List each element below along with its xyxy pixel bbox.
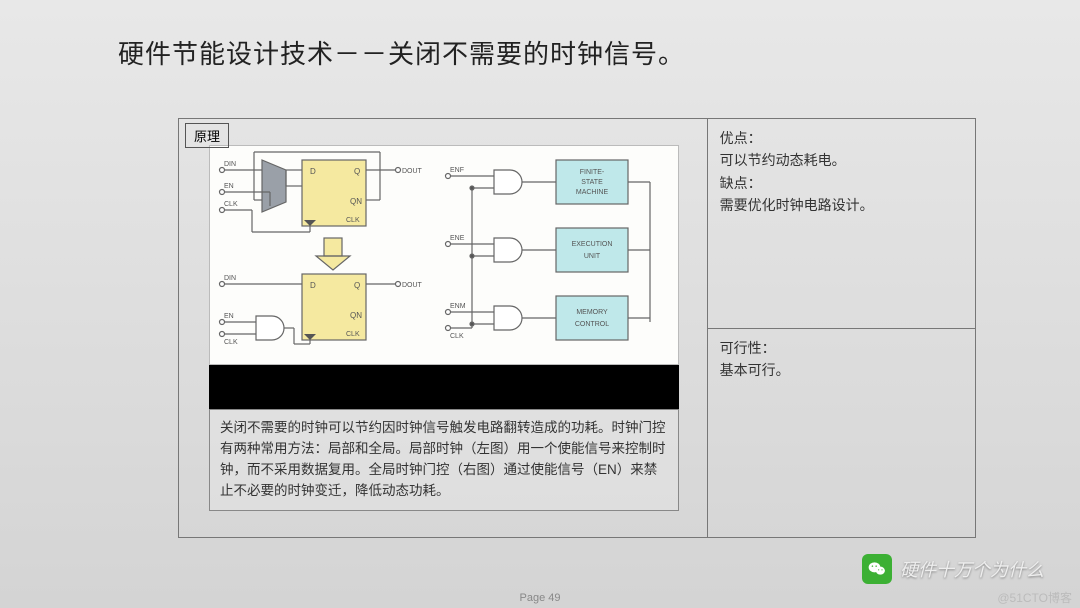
svg-text:CONTROL: CONTROL <box>575 321 609 328</box>
left-column: 原理 D Q QN CLK DIN EN <box>179 119 708 537</box>
svg-text:CLK: CLK <box>224 339 238 346</box>
svg-text:DOUT: DOUT <box>402 168 423 175</box>
cons-text: 需要优化时钟电路设计。 <box>720 194 963 216</box>
svg-text:ENE: ENE <box>450 235 465 242</box>
main-panel: 原理 D Q QN CLK DIN EN <box>178 118 976 538</box>
pros-cons-box: 优点： 可以节约动态耗电。 缺点： 需要优化时钟电路设计。 <box>708 119 975 329</box>
page-title: 硬件节能设计技术－－关闭不需要的时钟信号。 <box>118 34 685 71</box>
feasibility-label: 可行性： <box>720 337 963 359</box>
cons-label: 缺点： <box>720 172 963 194</box>
principle-tag: 原理 <box>185 123 229 148</box>
svg-text:MACHINE: MACHINE <box>576 189 609 196</box>
svg-text:EN: EN <box>224 313 234 320</box>
svg-text:UNIT: UNIT <box>584 253 601 260</box>
svg-text:CLK: CLK <box>450 333 464 340</box>
circuit-diagram: D Q QN CLK DIN EN CLK <box>209 145 679 365</box>
svg-text:MEMORY: MEMORY <box>576 309 608 316</box>
watermark-text: @51CTO博客 <box>997 589 1072 606</box>
svg-text:D: D <box>310 167 316 176</box>
schematic-svg: D Q QN CLK DIN EN CLK <box>210 146 680 366</box>
svg-text:DOUT: DOUT <box>402 282 423 289</box>
redaction-block <box>209 365 679 409</box>
svg-text:Q: Q <box>354 281 360 290</box>
svg-text:EXECUTION: EXECUTION <box>572 241 613 248</box>
svg-text:EN: EN <box>224 183 234 190</box>
brand-badge: 硬件十万个为什么 <box>862 554 1044 584</box>
svg-text:FINITE-: FINITE- <box>580 169 605 176</box>
svg-text:CLK: CLK <box>346 217 360 224</box>
svg-text:ENM: ENM <box>450 303 466 310</box>
brand-text: 硬件十万个为什么 <box>900 556 1044 582</box>
svg-text:CLK: CLK <box>346 331 360 338</box>
svg-text:D: D <box>310 281 316 290</box>
feasibility-text: 基本可行。 <box>720 359 963 381</box>
svg-text:QN: QN <box>350 311 362 320</box>
svg-text:QN: QN <box>350 197 362 206</box>
pros-label: 优点： <box>720 127 963 149</box>
right-column: 优点： 可以节约动态耗电。 缺点： 需要优化时钟电路设计。 可行性： 基本可行。 <box>708 119 975 537</box>
pros-text: 可以节约动态耗电。 <box>720 149 963 171</box>
svg-text:DIN: DIN <box>224 275 236 282</box>
svg-text:DIN: DIN <box>224 161 236 168</box>
svg-text:ENF: ENF <box>450 167 464 174</box>
svg-text:Q: Q <box>354 167 360 176</box>
svg-text:STATE: STATE <box>581 179 603 186</box>
page-number: Page 49 <box>0 592 1080 604</box>
wechat-icon <box>862 554 892 584</box>
svg-text:CLK: CLK <box>224 201 238 208</box>
description-text: 关闭不需要的时钟可以节约因时钟信号触发电路翻转造成的功耗。时钟门控有两种常用方法… <box>209 409 679 511</box>
feasibility-box: 可行性： 基本可行。 <box>708 329 975 538</box>
